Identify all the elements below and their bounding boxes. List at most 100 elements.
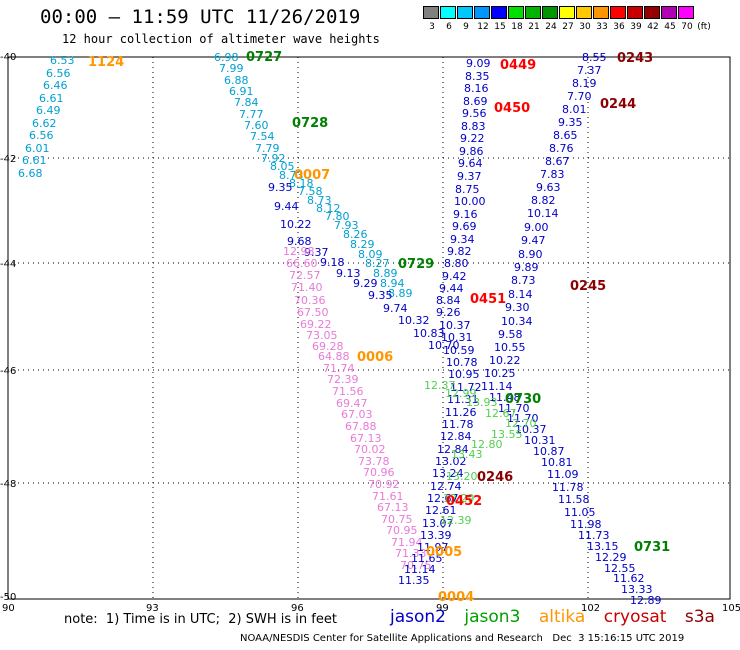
swh-value-cyan-diag: 8.89 <box>388 287 413 300</box>
swh-value-pink: 70.02 <box>354 443 386 456</box>
longitude-label: 96 <box>291 603 304 614</box>
swh-value-right: 9.30 <box>505 301 530 314</box>
colorbar-swatch <box>695 6 711 19</box>
swh-value-cyan-diag: 7.54 <box>250 130 275 143</box>
swh-value-right: 12.89 <box>630 594 662 607</box>
swh-value-pink: 67.03 <box>341 408 373 421</box>
swh-value-right: 10.81 <box>541 456 573 469</box>
pass-time-tag: 0449 <box>500 58 537 73</box>
colorbar-label: 45 <box>664 22 676 32</box>
colorbar-label: 21 <box>528 22 540 32</box>
swh-value-center-blue: 11.35 <box>398 574 430 587</box>
swh-value-pink: 67.50 <box>297 306 329 319</box>
swh-value-center-blue: 9.86 <box>459 145 484 158</box>
swh-value-right: 13.15 <box>587 540 619 553</box>
longitude-label: 93 <box>146 603 159 614</box>
colorbar-label: 18 <box>511 22 523 32</box>
colorbar-label: (ft) <box>697 22 711 32</box>
swh-value-center-blue: 12.84 <box>440 430 472 443</box>
swh-value-blue-diag: 9.18 <box>320 256 345 269</box>
swh-value-center-blue: 9.56 <box>462 107 487 120</box>
swh-value-right: 11.09 <box>547 468 579 481</box>
swh-value-right: 10.87 <box>533 445 565 458</box>
swh-value-blue-diag: 9.37 <box>304 246 329 259</box>
colorbar-label: 30 <box>579 22 591 32</box>
swh-value-pink: 73.78 <box>358 455 390 468</box>
pass-time-tag: 0450 <box>494 101 531 116</box>
colorbar-label: 12 <box>477 22 489 32</box>
colorbar-swatch <box>576 6 592 19</box>
swh-value-center-blue: 10.37 <box>439 319 471 332</box>
swh-value-pink: 70.36 <box>294 294 326 307</box>
swh-value-right: 11.14 <box>481 380 513 393</box>
latitude-label: -46 <box>0 366 17 377</box>
swh-value-center-blue: 11.26 <box>445 406 477 419</box>
swh-value-center-blue: 9.44 <box>439 282 464 295</box>
swh-value-cyan-left: 6.61 <box>22 154 47 167</box>
colorbar-swatch <box>542 6 558 19</box>
swh-value-center-blue: 8.75 <box>455 183 480 196</box>
swh-value-blue-diag: 9.74 <box>383 302 408 315</box>
colorbar-swatch <box>491 6 507 19</box>
longitude-label: 99 <box>436 603 449 614</box>
swh-value-center-blue: 11.97 <box>417 541 449 554</box>
swh-value-right: 11.70 <box>498 402 530 415</box>
swh-value-cyan-diag: 6.88 <box>224 74 249 87</box>
legend-s3a: s3a <box>684 607 715 627</box>
swh-value-right: 9.35 <box>558 116 583 129</box>
swh-value-right: 11.05 <box>564 506 596 519</box>
colorbar-label: 27 <box>562 22 574 32</box>
page-subtitle: 12 hour collection of altimeter wave hei… <box>62 32 380 46</box>
swh-value-cyan-left: 6.56 <box>46 67 71 80</box>
swh-value-center-blue: 13.07 <box>422 517 454 530</box>
colorbar-label: 33 <box>596 22 608 32</box>
swh-value-right: 8.14 <box>508 288 533 301</box>
swh-value-center-blue: 9.64 <box>458 157 483 170</box>
pass-time-tag: 0246 <box>477 470 514 485</box>
swh-value-cyan-diag: 7.99 <box>219 62 244 75</box>
colorbar-swatch <box>559 6 575 19</box>
swh-value-right: 8.55 <box>582 51 607 64</box>
swh-value-right: 11.78 <box>552 481 584 494</box>
swh-value-green: 12.39 <box>440 514 472 527</box>
swh-value-pink: 66.60 <box>286 257 318 270</box>
swh-value-right: 13.33 <box>621 583 653 596</box>
colorbar-swatch <box>661 6 677 19</box>
note-text: note: 1) Time is in UTC; 2) SWH is in fe… <box>64 612 337 627</box>
swh-value-green: 12.37 <box>424 379 456 392</box>
swh-value-cyan-diag: 7.93 <box>334 219 359 232</box>
swh-value-center-blue: 12.61 <box>425 504 457 517</box>
swh-value-center-blue: 11.78 <box>442 418 474 431</box>
swh-value-center-blue: 10.78 <box>446 356 478 369</box>
pass-time-tag: 0244 <box>600 97 637 112</box>
swh-value-pink: 71.56 <box>332 385 364 398</box>
swh-value-blue-diag: 10.32 <box>398 314 430 327</box>
swh-value-cyan-diag: 7.60 <box>244 119 269 132</box>
colorbar-label: 36 <box>613 22 625 32</box>
swh-value-cyan-diag: 7.84 <box>234 96 259 109</box>
swh-value-pink: 71.74 <box>323 362 355 375</box>
colorbar-label: 6 <box>446 22 452 32</box>
colorbar-label: 24 <box>545 22 557 32</box>
swh-value-center-blue: 13.39 <box>420 529 452 542</box>
pass-time-tag: 0005 <box>426 545 463 560</box>
colorbar-label: 15 <box>494 22 506 32</box>
swh-value-center-blue: 13.24 <box>432 467 464 480</box>
swh-value-center-blue: 10.00 <box>454 195 486 208</box>
swh-value-center-blue: 8.69 <box>463 95 488 108</box>
colorbar-swatch <box>593 6 609 19</box>
latitude-label: -50 <box>0 592 17 603</box>
legend-jason2: jason2 <box>390 607 446 627</box>
swh-value-center-blue: 9.37 <box>457 170 482 183</box>
swh-value-pink: 69.22 <box>300 318 332 331</box>
swh-value-right: 10.34 <box>501 315 533 328</box>
pass-time-tag: 0729 <box>398 257 435 272</box>
swh-value-center-blue: 8.80 <box>444 257 469 270</box>
longitude-label: 90 <box>2 603 15 614</box>
swh-value-right: 11.58 <box>558 493 590 506</box>
swh-value-right: 8.76 <box>549 142 574 155</box>
swh-value-right: 11.98 <box>570 518 602 531</box>
swh-value-pink: 72.39 <box>327 373 359 386</box>
swh-value-center-blue: 9.82 <box>447 245 472 258</box>
